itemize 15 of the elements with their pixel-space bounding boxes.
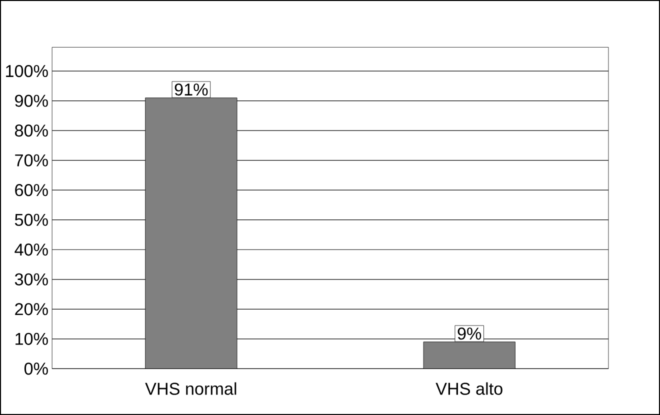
y-tick-label: 10% (16, 332, 48, 345)
y-tick-label: 40% (14, 244, 48, 256)
x-tick-label: VHS alto (436, 382, 502, 395)
y-tick-label: 30% (14, 273, 48, 286)
y-tick-label: 60% (15, 184, 48, 196)
y-tick-label: 0% (24, 362, 48, 375)
y-tick-label: 80% (15, 124, 48, 137)
y-tick-label: 100% (6, 64, 48, 78)
data-label: 9% (458, 328, 482, 340)
x-tick-label: VHS normal (145, 382, 236, 395)
data-label: 91% (174, 84, 208, 96)
y-tick-label: 90% (15, 94, 48, 107)
y-tick-label: 70% (15, 154, 48, 166)
y-tick-label: 50% (14, 214, 48, 226)
y-tick-label: 20% (15, 303, 48, 316)
